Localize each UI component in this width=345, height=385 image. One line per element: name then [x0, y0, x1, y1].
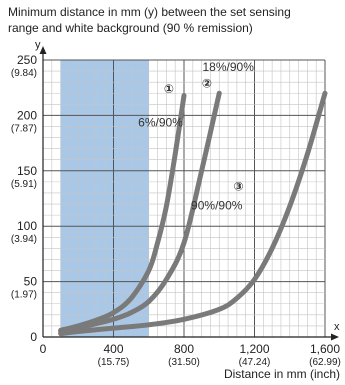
- chart-title-line-1: Minimum distance in mm (y) between the s…: [8, 5, 291, 19]
- x-tick-label: 400: [103, 342, 123, 356]
- x-tick-label: 800: [174, 342, 194, 356]
- x-axis-label: Distance in mm (inch): [224, 367, 340, 381]
- x-tick-sublabel: (31.50): [168, 357, 200, 368]
- y-tick-label: 0: [30, 330, 37, 344]
- y-axis-arrow: [39, 46, 47, 54]
- y-tick-sublabel: (7.87): [11, 123, 37, 134]
- x-tick-sublabel: (15.75): [98, 357, 130, 368]
- y-tick-sublabel: (3.94): [11, 234, 37, 245]
- series-line-2: [58, 90, 222, 334]
- series-name-3: 90%/90%: [191, 199, 243, 213]
- grid-layer: [42, 59, 326, 338]
- series-name-2: 18%/90%: [203, 60, 255, 74]
- axis-layer: 0 400(15.75) 800(31.50) 1,200(47.24) 1,600(6…: [11, 46, 341, 368]
- label-layer: ① 6%/90% ② 18%/90% ③ 90%/90%: [138, 60, 254, 213]
- series-marker-3: ③: [234, 180, 244, 194]
- chart-title-line-2: range and white background (90 % remissi…: [8, 21, 253, 35]
- x-tick-sublabel: (62.99): [309, 357, 341, 368]
- series-line-1: [58, 92, 187, 333]
- chart-title: Minimum distance in mm (y) between the s…: [8, 5, 291, 35]
- series-marker-1: ①: [164, 82, 174, 96]
- x-tick-sublabel: (47.24): [239, 357, 271, 368]
- x-axis-arrow: [331, 333, 339, 341]
- y-axis-letter: y: [35, 39, 41, 51]
- x-tick-label: 0: [40, 342, 47, 356]
- y-tick-sublabel: (1.97): [11, 290, 37, 301]
- curve-layer: [58, 90, 328, 337]
- x-tick-label: 1,600: [310, 342, 340, 356]
- series-line-3: [58, 90, 328, 337]
- y-tick-sublabel: (5.91): [11, 179, 37, 190]
- y-tick-label: 250: [17, 53, 37, 67]
- x-tick-label: 1,200: [239, 342, 269, 356]
- series-name-1: 6%/90%: [138, 115, 183, 129]
- y-tick-label: 50: [24, 275, 38, 289]
- y-tick-label: 100: [17, 219, 37, 233]
- x-axis-letter: x: [334, 321, 340, 333]
- y-tick-label: 200: [17, 108, 37, 122]
- y-tick-label: 150: [17, 164, 37, 178]
- series-marker-2: ②: [202, 77, 212, 91]
- y-tick-sublabel: (9.84): [11, 68, 37, 79]
